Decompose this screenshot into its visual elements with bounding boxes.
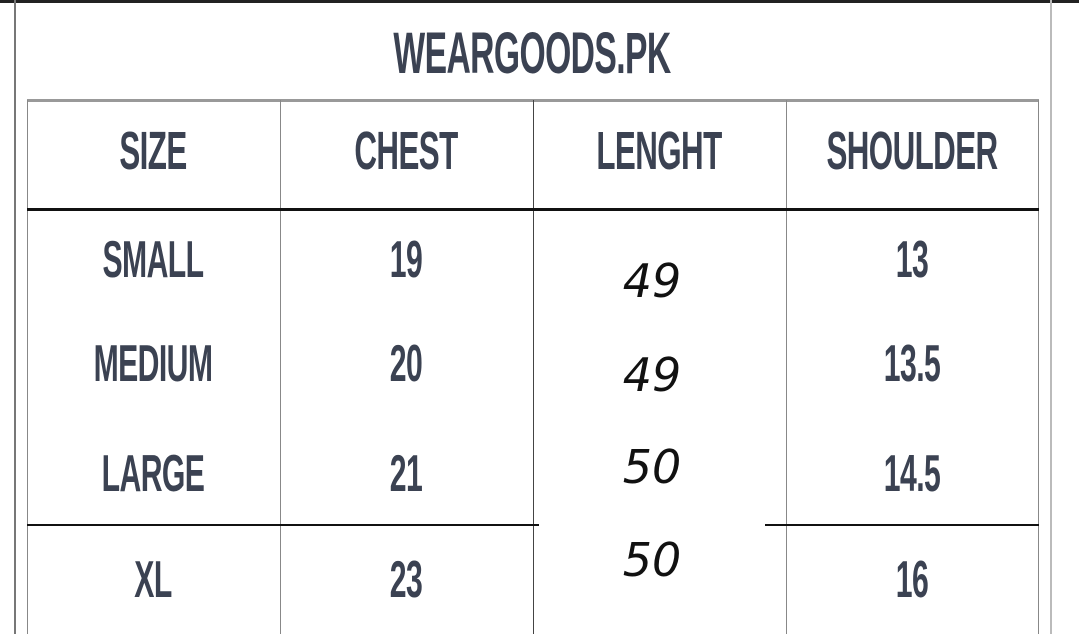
- row-divider: [27, 524, 539, 526]
- frame-right-border: [1050, 0, 1052, 634]
- top-border: [0, 0, 1079, 3]
- col-divider: [280, 100, 281, 634]
- size-cell: MEDIUM: [93, 335, 213, 393]
- shoulder-cell: 13.5: [883, 335, 941, 393]
- shoulder-cell: 14.5: [883, 445, 941, 503]
- brand-title: WEARGOODS.PK: [393, 21, 671, 86]
- col-divider: [27, 100, 28, 634]
- header-length: LENGHT: [596, 121, 722, 181]
- frame-left-border: [14, 0, 16, 634]
- header-divider: [27, 208, 1039, 211]
- size-cell: XL: [134, 551, 172, 609]
- col-divider: [533, 100, 534, 634]
- header-shoulder: SHOULDER: [826, 121, 998, 181]
- chest-cell: 20: [389, 335, 423, 393]
- header-chest: CHEST: [354, 121, 458, 181]
- chest-cell: 21: [389, 445, 423, 503]
- length-cell: 50: [622, 440, 682, 494]
- chest-cell: 23: [389, 551, 423, 609]
- col-divider: [786, 100, 787, 634]
- chest-cell: 19: [389, 231, 423, 289]
- length-cell: 50: [622, 533, 682, 587]
- row-divider: [765, 524, 1039, 526]
- length-cell: 49: [622, 348, 682, 402]
- col-divider: [1038, 100, 1039, 634]
- shoulder-cell: 16: [895, 551, 929, 609]
- size-cell: SMALL: [102, 231, 205, 289]
- header-size: SIZE: [119, 121, 187, 181]
- shoulder-cell: 13: [895, 231, 929, 289]
- size-cell: LARGE: [101, 445, 205, 503]
- length-cell: 49: [622, 254, 682, 308]
